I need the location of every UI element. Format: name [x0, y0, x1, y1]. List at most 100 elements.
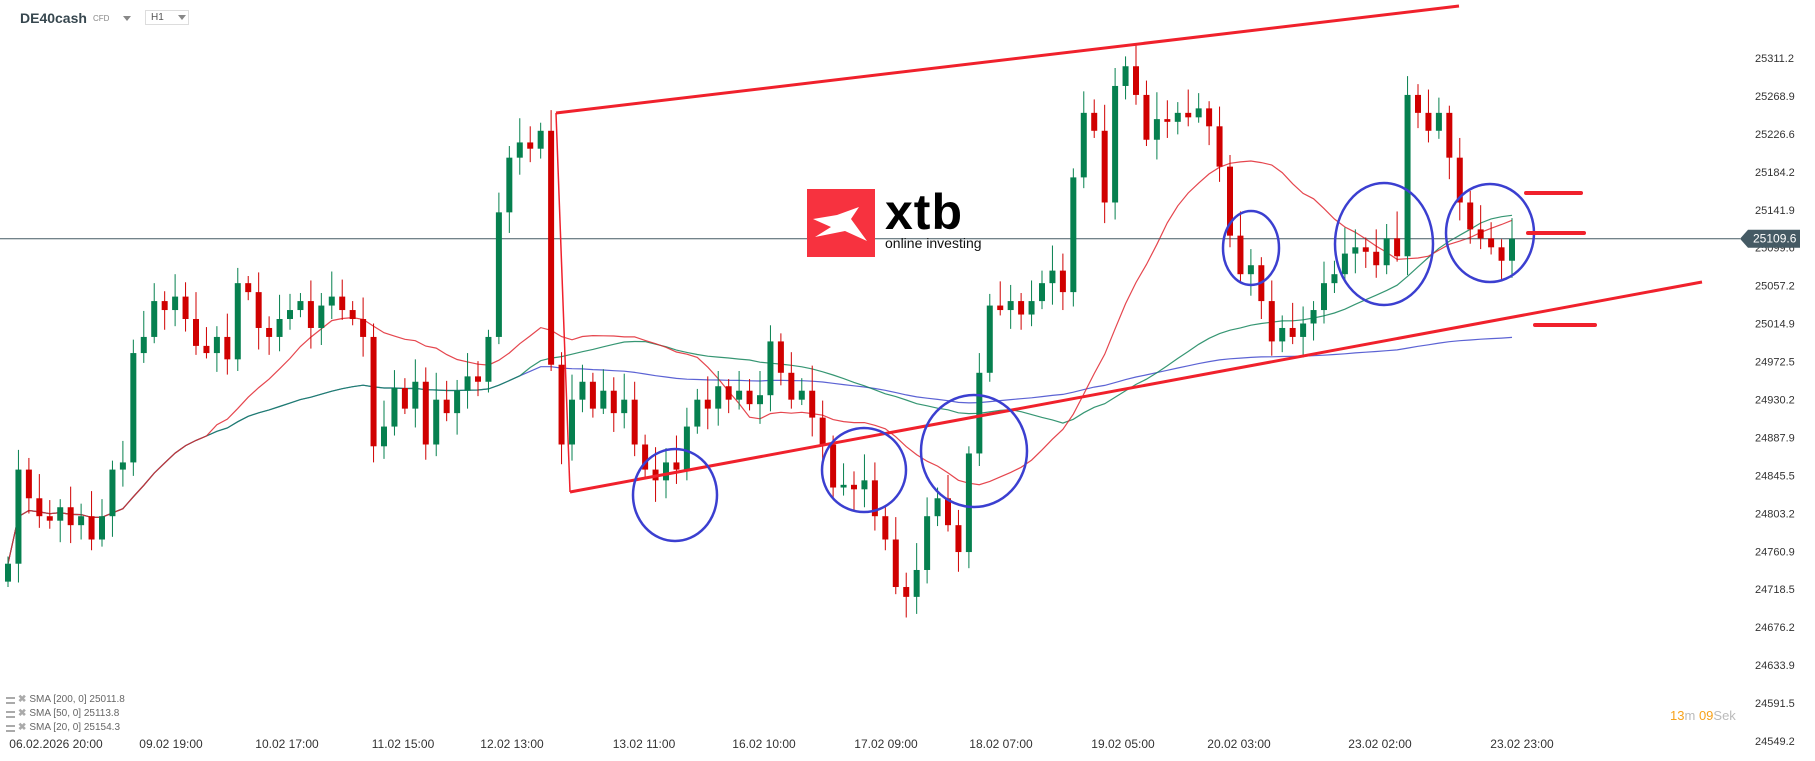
candle-body [1227, 166, 1233, 236]
candle-body [1331, 274, 1338, 284]
candle-body [1373, 251, 1380, 266]
time-axis[interactable]: 06.02.2026 20:00 09.02 19:00 10.02 17:00 11… [9, 737, 1554, 751]
highlight-circle [919, 393, 1029, 509]
x-tick-label: 10.02 17:00 [255, 737, 319, 751]
candle [1331, 260, 1338, 294]
y-tick-label: 24549.2 [1755, 736, 1795, 748]
candle-body [830, 444, 837, 488]
candle-body [871, 480, 878, 517]
legend-sma-50[interactable]: ✖ SMA [50, 0] 25113.8 [6, 707, 125, 721]
x-tick-label: 13.02 11:00 [613, 737, 676, 751]
candle [203, 327, 210, 359]
candle [569, 374, 575, 461]
candle-body [391, 388, 398, 427]
candle [527, 126, 534, 163]
candle [297, 293, 304, 318]
candle-body [1049, 270, 1056, 284]
candle [433, 372, 440, 457]
candle-body [224, 336, 231, 360]
candle [1206, 101, 1213, 146]
candle [725, 379, 732, 414]
candle-body [1122, 66, 1129, 86]
candle-body [548, 130, 555, 365]
y-tick-label: 24803.2 [1755, 508, 1795, 520]
candle [1268, 280, 1275, 356]
candle [537, 122, 544, 159]
candle-body [1477, 229, 1484, 239]
close-icon[interactable]: ✖ [18, 708, 27, 719]
settings-icon[interactable] [6, 724, 15, 732]
x-tick-label: 19.02 05:00 [1091, 737, 1155, 751]
candle [1498, 239, 1505, 282]
candle-body [1153, 119, 1160, 140]
candle-body [1091, 112, 1098, 131]
candle [997, 281, 1004, 316]
chevron-down-icon [177, 15, 186, 20]
settings-icon[interactable] [6, 696, 15, 704]
candle-body [25, 469, 32, 499]
candle-body [495, 212, 502, 337]
close-icon[interactable]: ✖ [18, 722, 27, 733]
legend-sma-200[interactable]: ✖ SMA [200, 0] 25011.8 [6, 693, 125, 707]
logo-wordmark: xtb [885, 184, 963, 240]
candle-body [485, 336, 492, 382]
close-icon[interactable]: ✖ [18, 694, 27, 705]
candle-body [360, 319, 367, 337]
candle-body [1080, 112, 1087, 178]
candle-body [631, 399, 638, 445]
candle-body [151, 301, 158, 337]
candle [1195, 93, 1202, 123]
candle [193, 292, 199, 355]
candle [1310, 301, 1317, 341]
x-tick-label: 18.02 07:00 [969, 737, 1033, 751]
candle [213, 326, 220, 372]
candle [589, 372, 596, 418]
timeframe-select[interactable]: H1 [145, 10, 189, 25]
candle [882, 506, 889, 551]
y-tick-label: 24676.2 [1755, 622, 1795, 634]
candle [830, 435, 837, 500]
candle-body [965, 453, 972, 553]
price-axis[interactable]: 25311.225268.925226.625184.225141.925099… [1740, 53, 1800, 748]
candle-body [1206, 108, 1213, 127]
candle [694, 388, 701, 434]
symbol-selector[interactable]: DE40cash CFD [20, 10, 132, 26]
highlight-circle [1333, 181, 1435, 307]
candle [78, 503, 85, 540]
y-tick-label: 24887.9 [1755, 432, 1795, 444]
candle-body [955, 525, 962, 553]
candle [1300, 306, 1307, 358]
candle [245, 275, 252, 301]
candle-body [945, 498, 951, 526]
candle [119, 440, 126, 487]
timer-minutes-unit: m [1684, 708, 1696, 723]
candle [840, 463, 847, 496]
drawings[interactable] [555, 4, 1703, 543]
candle-body [276, 319, 283, 337]
candle [307, 280, 314, 349]
y-tick-label: 24760.9 [1755, 546, 1795, 558]
candle-body [1394, 238, 1401, 257]
candle-body [600, 390, 607, 409]
candle [1028, 280, 1035, 327]
candle-body [245, 283, 252, 293]
candle [1080, 91, 1087, 189]
candles [5, 43, 1515, 618]
candle [736, 370, 743, 410]
x-tick-label: 23.02 23:00 [1490, 737, 1554, 751]
candle-body [203, 345, 210, 354]
candle-body [882, 516, 889, 540]
candle-body [516, 142, 523, 158]
candle [955, 509, 962, 572]
candle [1404, 76, 1411, 276]
candle-body [1352, 247, 1359, 254]
candle-body [892, 539, 899, 588]
timeframe-value: H1 [151, 12, 164, 23]
candle [1059, 253, 1066, 311]
legend-sma-20[interactable]: ✖ SMA [20, 0] 25154.3 [6, 721, 125, 735]
settings-icon[interactable] [6, 710, 15, 718]
candle-body [1268, 301, 1275, 342]
candle-body [506, 157, 513, 213]
candle [99, 499, 105, 547]
